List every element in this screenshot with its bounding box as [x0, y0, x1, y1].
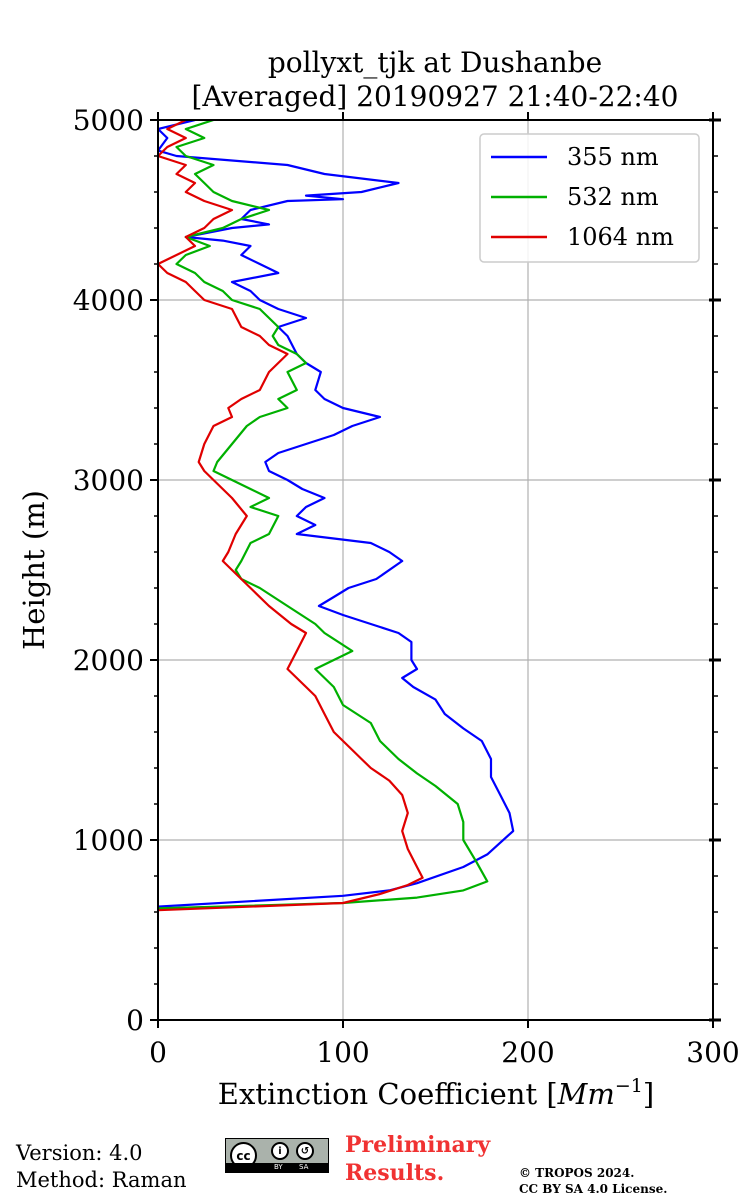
legend-label: 532 nm — [567, 183, 659, 211]
y-tick-label: 1000 — [73, 824, 144, 857]
preliminary-line1: Preliminary — [345, 1132, 491, 1158]
y-tick-label: 0 — [126, 1004, 144, 1037]
preliminary-results-notice: Preliminary Results. — [345, 1131, 490, 1187]
legend-box — [479, 133, 700, 263]
copyright-line2: CC BY SA 4.0 License. — [519, 1182, 668, 1196]
method-text: Method: Raman — [16, 1168, 187, 1192]
license-strip — [226, 1163, 328, 1172]
copyright-line1: © TROPOS 2024. — [519, 1166, 635, 1180]
y-tick-label: 5000 — [73, 104, 144, 137]
preliminary-line2: Results. — [345, 1160, 445, 1186]
series-line-532nm — [158, 120, 489, 910]
sa-label: SA — [299, 1163, 309, 1171]
y-axis-label: Height (m) — [17, 490, 51, 650]
x-tick-label: 100 — [316, 1036, 369, 1069]
legend: 355 nm 532 nm 1064 nm — [479, 133, 700, 263]
plot-frame — [157, 119, 714, 1021]
copyright-notice: © TROPOS 2024. CC BY SA 4.0 License. — [519, 1165, 667, 1197]
sa-share-alike-icon: ↺ — [296, 1142, 314, 1160]
y-tick-label: 3000 — [73, 464, 144, 497]
y-tick-label: 4000 — [73, 284, 144, 317]
x-tick-label: 0 — [149, 1036, 167, 1069]
series-line-1064nm — [158, 120, 424, 912]
chart-title-line2: [Averaged] 20190927 21:40-22:40 — [192, 80, 679, 113]
by-label: BY — [274, 1163, 283, 1171]
series-line-355nm — [158, 120, 515, 908]
series-group — [158, 120, 515, 912]
x-tick-label: 300 — [686, 1036, 739, 1069]
x-axis-label: Extinction Coefficient [Mm−1] — [218, 1075, 654, 1111]
cc-license-logo: cc i ↺ BY SA — [225, 1138, 329, 1173]
version-text: Version: 4.0 — [16, 1141, 143, 1165]
legend-label: 355 nm — [567, 143, 659, 171]
legend-label: 1064 nm — [567, 223, 674, 251]
x-tick-label: 200 — [501, 1036, 554, 1069]
by-attribution-icon: i — [271, 1142, 289, 1160]
chart-title-line1: pollyxt_tjk at Dushanbe — [268, 46, 602, 79]
y-tick-label: 2000 — [73, 644, 144, 677]
